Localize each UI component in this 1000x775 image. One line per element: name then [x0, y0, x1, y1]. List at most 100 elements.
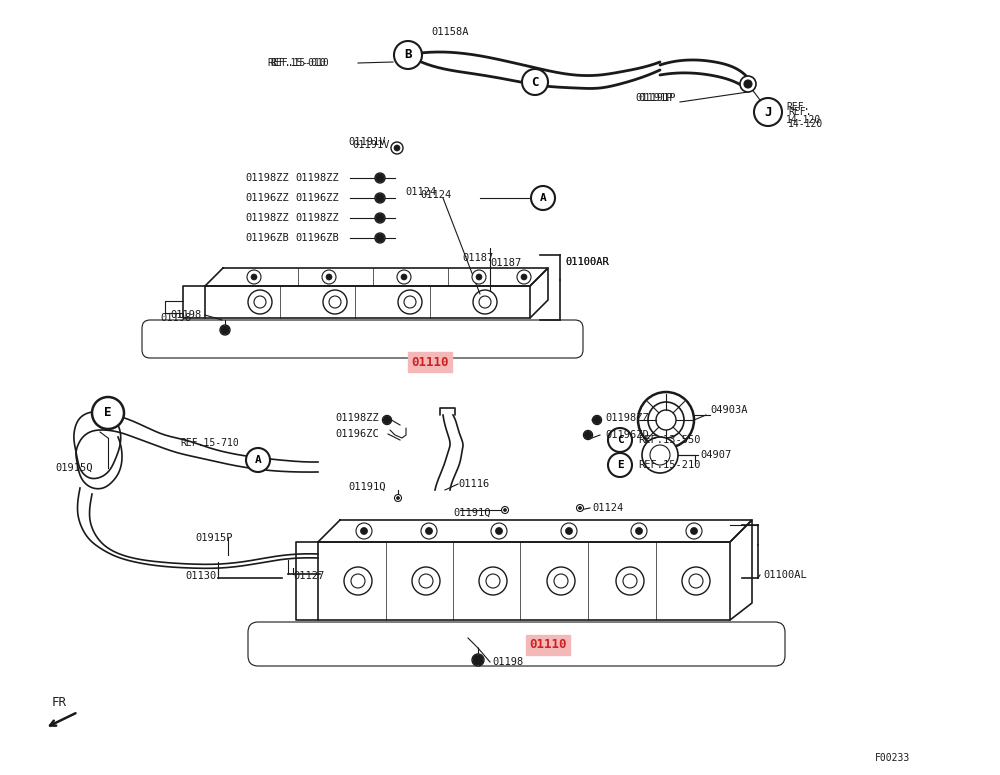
- Text: REF.15-010: REF.15-010: [270, 58, 329, 68]
- Text: 01196ZB: 01196ZB: [295, 233, 339, 243]
- Text: 01191Q: 01191Q: [348, 482, 386, 492]
- Circle shape: [375, 213, 385, 223]
- Circle shape: [608, 453, 632, 477]
- Text: 01110: 01110: [529, 639, 567, 652]
- Circle shape: [638, 392, 694, 448]
- Text: 01196ZZ: 01196ZZ: [245, 193, 289, 203]
- Text: 01191P: 01191P: [635, 93, 672, 103]
- Circle shape: [384, 416, 390, 423]
- Circle shape: [531, 186, 555, 210]
- Circle shape: [502, 507, 509, 514]
- Circle shape: [401, 274, 407, 280]
- Circle shape: [376, 194, 384, 202]
- Circle shape: [375, 233, 385, 243]
- Circle shape: [376, 174, 384, 182]
- Text: 01198ZZ: 01198ZZ: [605, 413, 649, 423]
- Circle shape: [421, 523, 437, 539]
- Text: 01196ZB: 01196ZB: [245, 233, 289, 243]
- Text: 01198ZZ: 01198ZZ: [335, 413, 379, 423]
- Circle shape: [394, 494, 402, 501]
- Text: C: C: [531, 75, 539, 88]
- Circle shape: [754, 98, 782, 126]
- Text: 01198: 01198: [492, 657, 523, 667]
- Circle shape: [394, 41, 422, 69]
- Text: 01191P: 01191P: [638, 93, 676, 103]
- Circle shape: [656, 410, 676, 430]
- Circle shape: [648, 402, 684, 438]
- Text: 01124: 01124: [592, 503, 623, 513]
- Text: 01100AR: 01100AR: [565, 257, 609, 267]
- Circle shape: [740, 76, 756, 92]
- Circle shape: [686, 523, 702, 539]
- Circle shape: [247, 270, 261, 284]
- Circle shape: [631, 523, 647, 539]
- Text: C: C: [617, 435, 623, 445]
- Text: 01191Q: 01191Q: [453, 508, 490, 518]
- Circle shape: [642, 437, 678, 473]
- Circle shape: [92, 397, 124, 429]
- Text: E: E: [617, 460, 623, 470]
- Text: 04903A: 04903A: [710, 405, 748, 415]
- Circle shape: [522, 69, 548, 95]
- Circle shape: [246, 448, 270, 472]
- Circle shape: [491, 523, 507, 539]
- Circle shape: [375, 173, 385, 183]
- Circle shape: [650, 445, 670, 465]
- Text: 01110: 01110: [411, 356, 449, 368]
- Text: REF.15-710: REF.15-710: [180, 438, 239, 448]
- Circle shape: [578, 507, 582, 509]
- Circle shape: [322, 270, 336, 284]
- Text: FR: FR: [52, 695, 67, 708]
- Circle shape: [608, 428, 632, 452]
- Circle shape: [476, 274, 482, 280]
- Circle shape: [744, 80, 752, 88]
- Text: 01124: 01124: [420, 190, 451, 200]
- Text: 01191V: 01191V: [352, 140, 390, 150]
- Circle shape: [326, 274, 332, 280]
- Text: 01100AR: 01100AR: [565, 257, 609, 267]
- Text: 01100AL: 01100AL: [763, 570, 807, 580]
- Text: 01124: 01124: [405, 187, 436, 197]
- Circle shape: [473, 655, 483, 665]
- Text: 01196ZC: 01196ZC: [335, 429, 379, 439]
- Circle shape: [360, 528, 368, 535]
- Text: REF.15-010: REF.15-010: [267, 58, 326, 68]
- Circle shape: [376, 214, 384, 222]
- Circle shape: [472, 654, 484, 666]
- Circle shape: [394, 145, 400, 151]
- Circle shape: [356, 523, 372, 539]
- Text: 14-120: 14-120: [788, 119, 823, 129]
- Circle shape: [592, 415, 602, 425]
- Circle shape: [584, 432, 592, 439]
- Circle shape: [396, 497, 400, 500]
- Circle shape: [584, 430, 592, 439]
- Circle shape: [504, 508, 507, 512]
- Circle shape: [382, 415, 392, 425]
- Text: 01198ZZ: 01198ZZ: [245, 213, 289, 223]
- Circle shape: [472, 270, 486, 284]
- Circle shape: [375, 193, 385, 203]
- Circle shape: [566, 528, 572, 535]
- Circle shape: [221, 326, 229, 334]
- Circle shape: [496, 528, 503, 535]
- Text: E: E: [104, 407, 112, 419]
- Text: 01187: 01187: [490, 258, 521, 268]
- Circle shape: [251, 274, 257, 280]
- Text: 01127: 01127: [293, 571, 324, 581]
- Circle shape: [521, 274, 527, 280]
- Circle shape: [426, 528, 432, 535]
- Text: 01187: 01187: [462, 253, 493, 263]
- Text: 01196ZZ: 01196ZZ: [295, 193, 339, 203]
- Circle shape: [690, 528, 698, 535]
- Text: REF.15-210: REF.15-210: [638, 460, 700, 470]
- Text: 01198ZZ: 01198ZZ: [295, 173, 339, 183]
- Circle shape: [594, 416, 600, 423]
- Text: J: J: [764, 105, 772, 119]
- Text: 01198ZZ: 01198ZZ: [295, 213, 339, 223]
- Text: REF.: REF.: [786, 102, 810, 112]
- Text: 01130: 01130: [185, 571, 216, 581]
- Circle shape: [576, 505, 584, 512]
- Circle shape: [220, 325, 230, 335]
- Text: 14-120: 14-120: [786, 115, 821, 125]
- Text: 01158A: 01158A: [431, 27, 469, 37]
